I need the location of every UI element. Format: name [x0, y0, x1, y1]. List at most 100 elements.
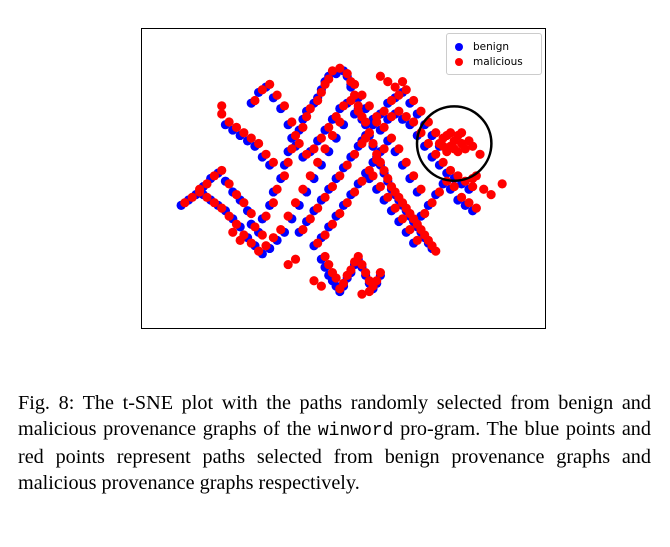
- malicious-point: [468, 181, 478, 192]
- legend-label-malicious: malicious: [473, 56, 523, 68]
- legend-marker-benign: [455, 43, 463, 51]
- malicious-point: [353, 251, 363, 262]
- malicious-point: [434, 187, 445, 197]
- malicious-point: [423, 138, 433, 149]
- malicious-point: [449, 181, 459, 192]
- malicious-point: [386, 95, 397, 106]
- malicious-point: [272, 90, 282, 100]
- malicious-point: [239, 128, 249, 138]
- malicious-point: [394, 90, 404, 100]
- plot-frame: [141, 28, 546, 329]
- malicious-point: [431, 149, 441, 159]
- malicious-point: [228, 227, 238, 237]
- scatter-plot: [141, 28, 546, 329]
- legend-marker-malicious: [455, 58, 463, 66]
- malicious-point: [313, 95, 323, 106]
- malicious-point: [294, 138, 304, 149]
- malicious-point: [471, 203, 481, 213]
- malicious-point: [298, 184, 308, 194]
- malicious-point: [438, 157, 448, 167]
- malicious-point: [479, 184, 489, 194]
- malicious-point: [456, 192, 467, 202]
- malicious-point: [379, 122, 389, 132]
- malicious-point: [320, 144, 330, 154]
- malicious-point: [268, 198, 278, 208]
- malicious-point: [357, 289, 367, 299]
- malicious-point: [217, 165, 227, 176]
- malicious-point: [316, 133, 326, 143]
- malicious-point: [324, 122, 334, 132]
- malicious-point: [283, 211, 293, 221]
- malicious-point: [416, 106, 426, 116]
- malicious-point: [327, 219, 338, 229]
- malicious-point: [231, 219, 242, 229]
- malicious-point: [420, 208, 430, 219]
- malicious-point: [268, 157, 278, 167]
- malicious-point: [409, 171, 419, 181]
- malicious-point: [246, 238, 256, 248]
- malicious-point: [217, 203, 227, 213]
- malicious-point: [405, 225, 415, 235]
- malicious-point: [217, 101, 227, 111]
- malicious-point: [379, 165, 389, 176]
- malicious-point: [375, 181, 385, 192]
- malicious-point: [449, 144, 459, 154]
- malicious-point: [290, 198, 301, 208]
- malicious-point: [287, 144, 297, 154]
- malicious-point: [276, 225, 286, 235]
- caption-text-end: pro-gram. The blue points and red points…: [18, 418, 651, 494]
- malicious-point: [324, 74, 334, 84]
- legend: benign malicious: [446, 33, 542, 75]
- highlight-circle: [415, 105, 493, 182]
- malicious-point: [346, 265, 356, 275]
- malicious-point: [475, 149, 485, 159]
- malicious-point: [235, 235, 245, 245]
- malicious-point: [202, 179, 212, 189]
- malicious-point: [316, 87, 326, 98]
- malicious-point: [438, 141, 448, 151]
- malicious-point: [324, 259, 334, 270]
- malicious-point: [397, 77, 408, 87]
- malicious-point: [224, 179, 234, 189]
- scatter-plot-svg: [141, 28, 546, 329]
- malicious-point: [456, 128, 467, 138]
- malicious-point: [357, 138, 367, 149]
- malicious-point: [272, 184, 282, 194]
- malicious-point: [349, 187, 360, 197]
- malicious-point: [383, 192, 393, 202]
- malicious-point: [357, 176, 367, 186]
- malicious-point: [250, 95, 260, 106]
- malicious-point: [279, 171, 290, 181]
- malicious-point: [313, 157, 323, 167]
- malicious-point: [342, 160, 352, 170]
- malicious-point: [386, 112, 397, 122]
- malicious-point: [187, 192, 197, 202]
- malicious-point: [427, 198, 437, 208]
- malicious-point: [209, 198, 219, 208]
- malicious-point: [320, 251, 330, 262]
- malicious-point: [394, 144, 404, 154]
- malicious-point: [254, 138, 264, 149]
- malicious-point: [287, 117, 297, 127]
- malicious-point: [357, 90, 367, 100]
- malicious-point: [383, 173, 393, 184]
- malicious-point: [431, 246, 441, 256]
- malicious-point: [338, 101, 349, 111]
- malicious-point: [431, 128, 441, 138]
- caption-text-start: Fig. 8: The t-SNE plot with the paths ra…: [18, 392, 651, 440]
- malicious-point: [261, 241, 271, 251]
- malicious-point: [342, 68, 352, 79]
- malicious-point: [375, 268, 385, 278]
- malicious-point: [383, 77, 393, 87]
- malicious-point: [375, 71, 385, 81]
- malicious-point: [401, 112, 411, 122]
- malicious-point: [338, 278, 349, 289]
- malicious-point: [409, 117, 419, 127]
- malicious-point: [353, 106, 363, 116]
- malicious-point: [194, 184, 205, 194]
- malicious-point: [445, 128, 456, 138]
- malicious-point: [335, 208, 345, 219]
- malicious-point: [246, 133, 256, 143]
- malicious-point: [327, 130, 338, 141]
- malicious-point: [331, 112, 341, 122]
